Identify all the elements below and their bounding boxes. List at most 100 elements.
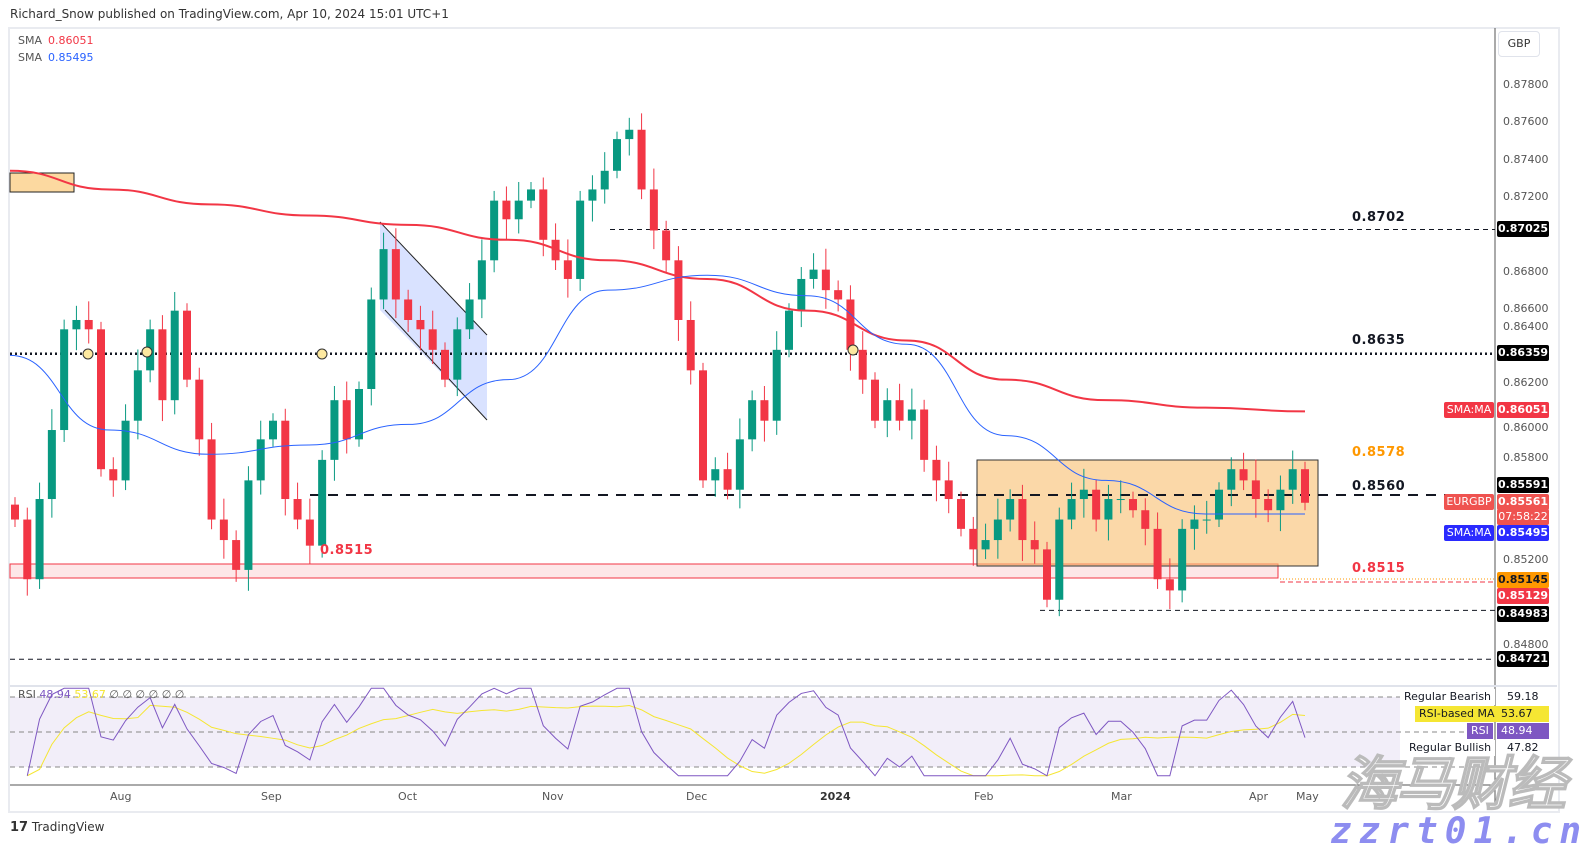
candle bbox=[1006, 499, 1015, 520]
price-badge: 0.85561 bbox=[1497, 494, 1549, 510]
candle bbox=[588, 189, 597, 201]
tradingview-logo[interactable]: 𝟭𝟳 TradingView bbox=[10, 820, 105, 835]
x-tick-oct: Oct bbox=[398, 790, 418, 803]
rsi-ma-label: RSI-based MA bbox=[1415, 706, 1499, 722]
sma-200-legend: SMA 0.86051 bbox=[18, 34, 94, 47]
level-label-0.8702: 0.8702 bbox=[1352, 210, 1406, 225]
candle bbox=[613, 139, 621, 171]
candle bbox=[428, 329, 437, 350]
rsi-label: RSI bbox=[1467, 723, 1493, 739]
candle bbox=[895, 400, 904, 421]
price-badge: 0.87025 bbox=[1497, 221, 1549, 237]
candle bbox=[1301, 469, 1309, 503]
candle bbox=[232, 540, 241, 570]
y-tick: 0.85200 bbox=[1503, 552, 1549, 566]
candle bbox=[60, 329, 69, 431]
candle bbox=[367, 299, 376, 389]
candle bbox=[625, 129, 634, 140]
price-badge: 0.86359 bbox=[1497, 345, 1549, 361]
candle bbox=[256, 439, 265, 481]
candle bbox=[600, 170, 609, 190]
candle bbox=[809, 269, 818, 279]
candle bbox=[47, 430, 56, 500]
candle bbox=[97, 329, 105, 470]
watermark-cn: 海马财经 bbox=[1339, 750, 1567, 818]
candle bbox=[871, 379, 879, 421]
candle bbox=[84, 319, 93, 330]
y-tick: 0.86000 bbox=[1503, 420, 1549, 434]
x-tick-sep: Sep bbox=[261, 790, 282, 803]
currency-button[interactable]: GBP bbox=[1498, 31, 1540, 57]
candle bbox=[1239, 469, 1248, 481]
candle bbox=[1043, 549, 1051, 600]
candle bbox=[1055, 519, 1064, 600]
candle bbox=[649, 189, 658, 231]
candle bbox=[416, 319, 425, 330]
candle bbox=[846, 299, 855, 350]
candle bbox=[1141, 510, 1150, 529]
candle bbox=[1288, 469, 1297, 490]
candle bbox=[342, 400, 351, 440]
candle bbox=[1067, 499, 1076, 520]
x-tick-dec: Dec bbox=[686, 790, 708, 803]
bar-countdown: 07:58:22 bbox=[1497, 509, 1549, 525]
candle bbox=[195, 379, 204, 440]
support-zone-0.8515 bbox=[9, 563, 1279, 579]
candle bbox=[490, 200, 499, 261]
candle bbox=[219, 519, 228, 541]
candle bbox=[993, 519, 1002, 541]
candle bbox=[1165, 579, 1174, 591]
price-badge: 0.85495 bbox=[1497, 525, 1549, 541]
candle bbox=[1202, 519, 1211, 521]
y-tick: 0.84800 bbox=[1503, 637, 1549, 651]
sma-50-legend: SMA 0.85495 bbox=[18, 51, 94, 64]
candle bbox=[1018, 499, 1027, 541]
candle bbox=[11, 504, 19, 520]
candle bbox=[121, 420, 130, 481]
candle bbox=[379, 249, 388, 300]
candle bbox=[969, 528, 978, 550]
candle bbox=[281, 420, 290, 500]
candle bbox=[269, 420, 277, 440]
candle bbox=[1092, 489, 1101, 520]
candle bbox=[821, 269, 830, 291]
rsi-bullish-label: Regular Bullish bbox=[1405, 740, 1496, 756]
y-tick: 0.86200 bbox=[1503, 376, 1549, 390]
candle bbox=[1153, 528, 1162, 580]
rsi-bullish-value: 47.82 bbox=[1507, 741, 1539, 754]
price-badge: 0.86051 bbox=[1497, 402, 1549, 418]
candle bbox=[662, 230, 671, 261]
candle bbox=[305, 519, 314, 546]
channel-bottom-line bbox=[384, 309, 488, 421]
candle bbox=[318, 459, 327, 546]
candle bbox=[563, 260, 572, 279]
series-tag: SMA:MA bbox=[1444, 525, 1494, 541]
candle bbox=[330, 400, 339, 460]
x-tick-aug: Aug bbox=[110, 790, 132, 803]
candle bbox=[170, 310, 179, 401]
price-badge: 0.84983 bbox=[1497, 606, 1549, 622]
candle bbox=[293, 499, 302, 520]
x-tick-mar: Mar bbox=[1111, 790, 1132, 803]
candle bbox=[699, 370, 707, 481]
watermark-url: zzrt01.cn bbox=[1330, 811, 1589, 852]
candle bbox=[1251, 480, 1260, 500]
candle bbox=[957, 499, 965, 529]
candle bbox=[858, 349, 867, 380]
candle bbox=[1178, 528, 1187, 591]
publish-header: Richard_Snow published on TradingView.co… bbox=[10, 7, 449, 21]
candle bbox=[207, 439, 216, 520]
candle bbox=[244, 480, 253, 570]
y-tick: 0.86400 bbox=[1503, 320, 1549, 334]
level-touch-marker bbox=[316, 348, 328, 360]
y-tick: 0.86800 bbox=[1503, 264, 1549, 278]
candle bbox=[183, 310, 191, 380]
candle bbox=[1215, 489, 1223, 520]
y-tick: 0.87600 bbox=[1503, 115, 1549, 129]
price-badge: 0.84721 bbox=[1497, 651, 1549, 667]
orange-zone-topleft bbox=[9, 172, 75, 193]
level-label-0.8515-right: 0.8515 bbox=[1352, 561, 1406, 576]
candle bbox=[514, 200, 523, 220]
candle bbox=[883, 400, 892, 421]
